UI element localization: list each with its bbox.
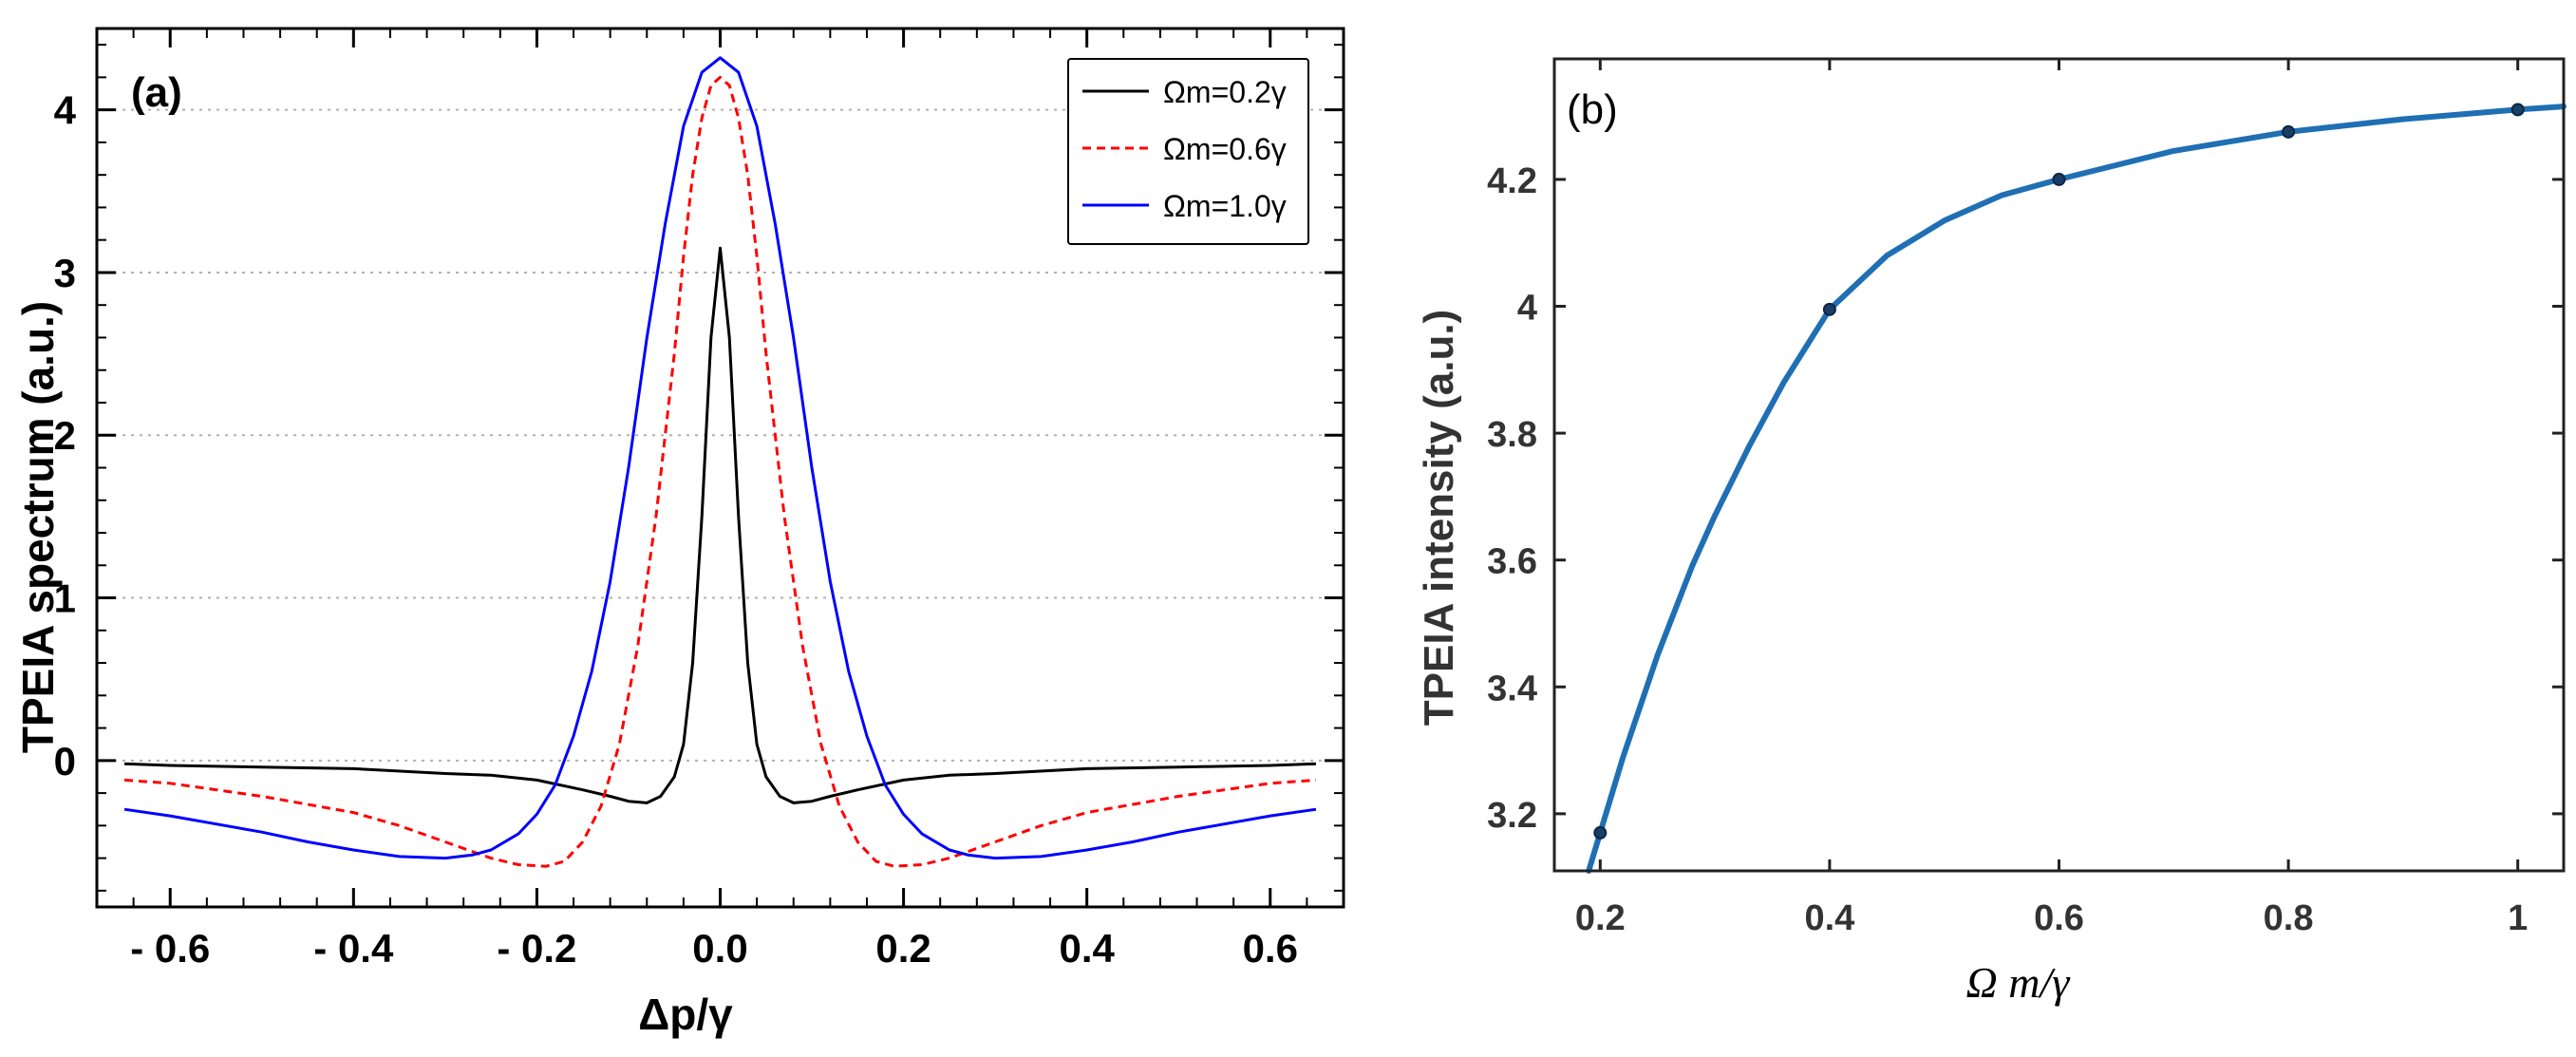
panel-a-x-tick-label: - 0.6 bbox=[130, 926, 210, 971]
panel-a-series-line bbox=[123, 75, 1317, 868]
panel-b-data-point bbox=[2282, 124, 2296, 139]
panel-a-y-tick-label: 0 bbox=[54, 739, 76, 783]
panel-a-label: (a) bbox=[131, 69, 182, 116]
panel-b-x-tick-label: 0.6 bbox=[2034, 898, 2084, 938]
panel-b-y-tick-label: 3.6 bbox=[1487, 542, 1537, 582]
panel-b-y-tick-label: 4 bbox=[1517, 289, 1537, 329]
panel-b-y-tick-label: 4.2 bbox=[1487, 161, 1537, 201]
panel-a: - 0.6 - 0.4 - 0.2 0.0 0.2 0.4 0.6 0 1 2 3 4 (a) Δp/… bbox=[13, 27, 1345, 1039]
panel-b-y-axis-label: TPEIA intensity (a.u.) bbox=[1416, 310, 1462, 726]
panel-a-y-tick-label: 3 bbox=[54, 251, 76, 295]
panel-b-x-tick-label: 0.4 bbox=[1804, 898, 1854, 938]
panel-b-x-axis-label: Ω m/γ bbox=[1966, 958, 2072, 1007]
panel-a-x-tick-label: 0.6 bbox=[1243, 926, 1298, 971]
panel-a-legend-label: Ωm=0.2γ bbox=[1163, 75, 1287, 109]
panel-b-series-line bbox=[1586, 104, 2567, 874]
panel-a-y-tick-label: 1 bbox=[54, 576, 76, 621]
panel-a-series-line bbox=[123, 246, 1317, 804]
panel-b-x-tick-label: 1 bbox=[2508, 898, 2528, 938]
panel-a-legend-label: Ωm=1.0γ bbox=[1163, 189, 1287, 223]
panel-b-data-point bbox=[1593, 825, 1608, 840]
panel-b-label: (b) bbox=[1567, 86, 1618, 133]
panel-b-x-tick-label: 0.8 bbox=[2264, 898, 2314, 938]
panel-a-series-line bbox=[123, 56, 1317, 860]
panel-b-x-tick-label: 0.2 bbox=[1575, 898, 1626, 938]
panel-a-x-tick-label: 0.4 bbox=[1059, 926, 1115, 971]
panel-b: 0.2 0.4 0.6 0.8 13.23.43.63.844.2 (b) Ω m/γ … bbox=[1416, 57, 2567, 1007]
panel-a-x-tick-label: 0.0 bbox=[692, 926, 747, 971]
panel-a-x-axis-label: Δp/γ bbox=[638, 990, 733, 1039]
panel-b-y-tick-label: 3.2 bbox=[1487, 796, 1537, 836]
panel-b-data-point bbox=[2052, 172, 2066, 186]
panel-b-data-point bbox=[2510, 103, 2525, 117]
panel-a-legend: Ωm=0.2γ Ωm=0.6γ Ωm=1.0γ bbox=[1067, 58, 1309, 245]
panel-b-y-tick-label: 3.4 bbox=[1487, 669, 1537, 708]
panel-b-y-tick-label: 3.8 bbox=[1487, 415, 1537, 455]
panel-a-y-tick-label: 2 bbox=[54, 413, 76, 458]
panel-a-y-tick-label: 4 bbox=[54, 88, 77, 133]
panel-a-x-tick-label: - 0.2 bbox=[497, 926, 576, 971]
panel-a-y-axis-label: TPEIA spectrum (a.u.) bbox=[13, 301, 63, 753]
panel-a-legend-label: Ωm=0.6γ bbox=[1163, 132, 1287, 166]
panel-b-data-point bbox=[1822, 302, 1836, 316]
panel-a-x-tick-label: 0.2 bbox=[875, 926, 931, 971]
panel-a-x-tick-label: - 0.4 bbox=[313, 926, 394, 971]
